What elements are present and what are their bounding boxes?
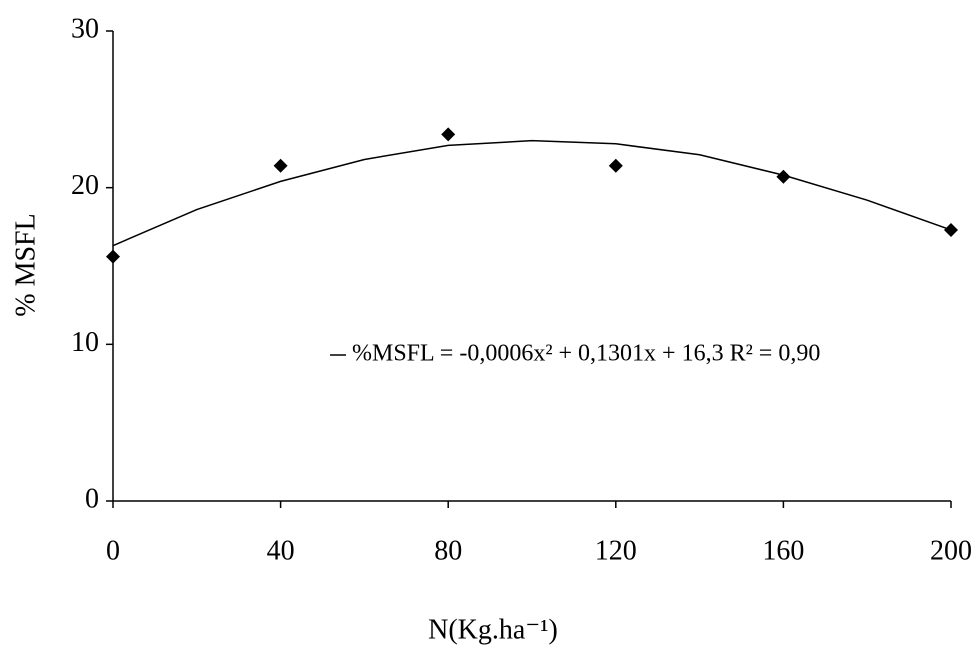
data-point: [441, 127, 456, 142]
y-axis-label: % MSFL: [10, 213, 41, 316]
x-tick-label: 120: [595, 535, 637, 566]
data-point: [273, 158, 288, 173]
x-tick-label: 0: [106, 535, 120, 566]
data-point: [608, 158, 623, 173]
x-tick-label: 80: [434, 535, 462, 566]
x-tick-label: 160: [762, 535, 804, 566]
y-tick-label: 20: [71, 170, 99, 201]
data-point: [106, 249, 120, 264]
x-tick-label: 200: [930, 535, 972, 566]
x-tick-label: 40: [267, 535, 295, 566]
data-point: [776, 169, 791, 184]
y-tick-label: 30: [71, 13, 99, 44]
trend-line: [112, 139, 952, 247]
x-axis-label: N(Kg.ha⁻¹): [428, 614, 558, 645]
y-tick-label: 0: [85, 483, 99, 514]
y-tick-label: 10: [71, 327, 99, 358]
legend-label: %MSFL = -0,0006x² + 0,1301x + 16,3 R² = …: [352, 341, 820, 367]
